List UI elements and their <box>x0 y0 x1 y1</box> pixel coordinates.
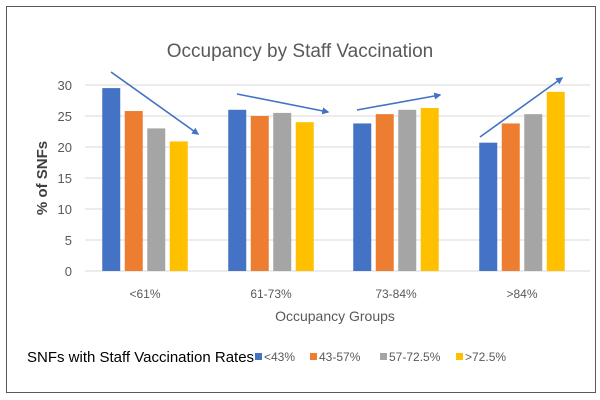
bar <box>524 114 543 271</box>
y-tick-label: 0 <box>65 264 72 279</box>
trend-arrow <box>356 92 442 111</box>
legend-swatch <box>456 353 463 360</box>
legend-label: >72.5% <box>465 350 506 364</box>
y-tick-label: 25 <box>58 109 72 124</box>
bar <box>546 91 565 271</box>
bar <box>479 142 498 271</box>
bar <box>250 116 269 271</box>
legend-swatch <box>255 353 262 360</box>
bar <box>147 128 166 271</box>
bar <box>353 123 372 271</box>
bar <box>295 122 314 271</box>
x-tick-label: >84% <box>506 287 537 301</box>
legend-label: 57-72.5% <box>389 350 441 364</box>
trend-arrow <box>236 93 330 115</box>
bar <box>501 123 520 271</box>
bar <box>124 111 143 271</box>
bar <box>398 109 417 271</box>
bar <box>169 141 188 271</box>
chart-title: Occupancy by Staff Vaccination <box>167 41 434 62</box>
trend-arrow <box>110 71 200 135</box>
legend-label: 43-57% <box>319 350 361 364</box>
bar <box>102 88 121 271</box>
y-tick-label: 10 <box>58 202 72 217</box>
x-axis-label: Occupancy Groups <box>275 308 395 324</box>
y-tick-label: 5 <box>65 233 72 248</box>
x-tick-label: 61-73% <box>250 287 292 301</box>
y-tick-label: 30 <box>58 78 72 93</box>
legend-title: SNFs with Staff Vaccination Rates <box>27 349 254 366</box>
legend-label: <43% <box>264 350 295 364</box>
bar <box>273 112 292 272</box>
y-tick-label: 15 <box>58 171 72 186</box>
legend-swatch <box>380 353 387 360</box>
y-axis-label: % of SNFs <box>34 141 51 215</box>
bar <box>228 109 247 271</box>
bar <box>375 114 394 271</box>
trend-arrow <box>479 77 564 138</box>
bar <box>420 107 439 271</box>
y-tick-label: 20 <box>58 140 72 155</box>
x-tick-label: <61% <box>129 287 160 301</box>
x-tick-label: 73-84% <box>375 287 417 301</box>
legend-swatch <box>310 353 317 360</box>
